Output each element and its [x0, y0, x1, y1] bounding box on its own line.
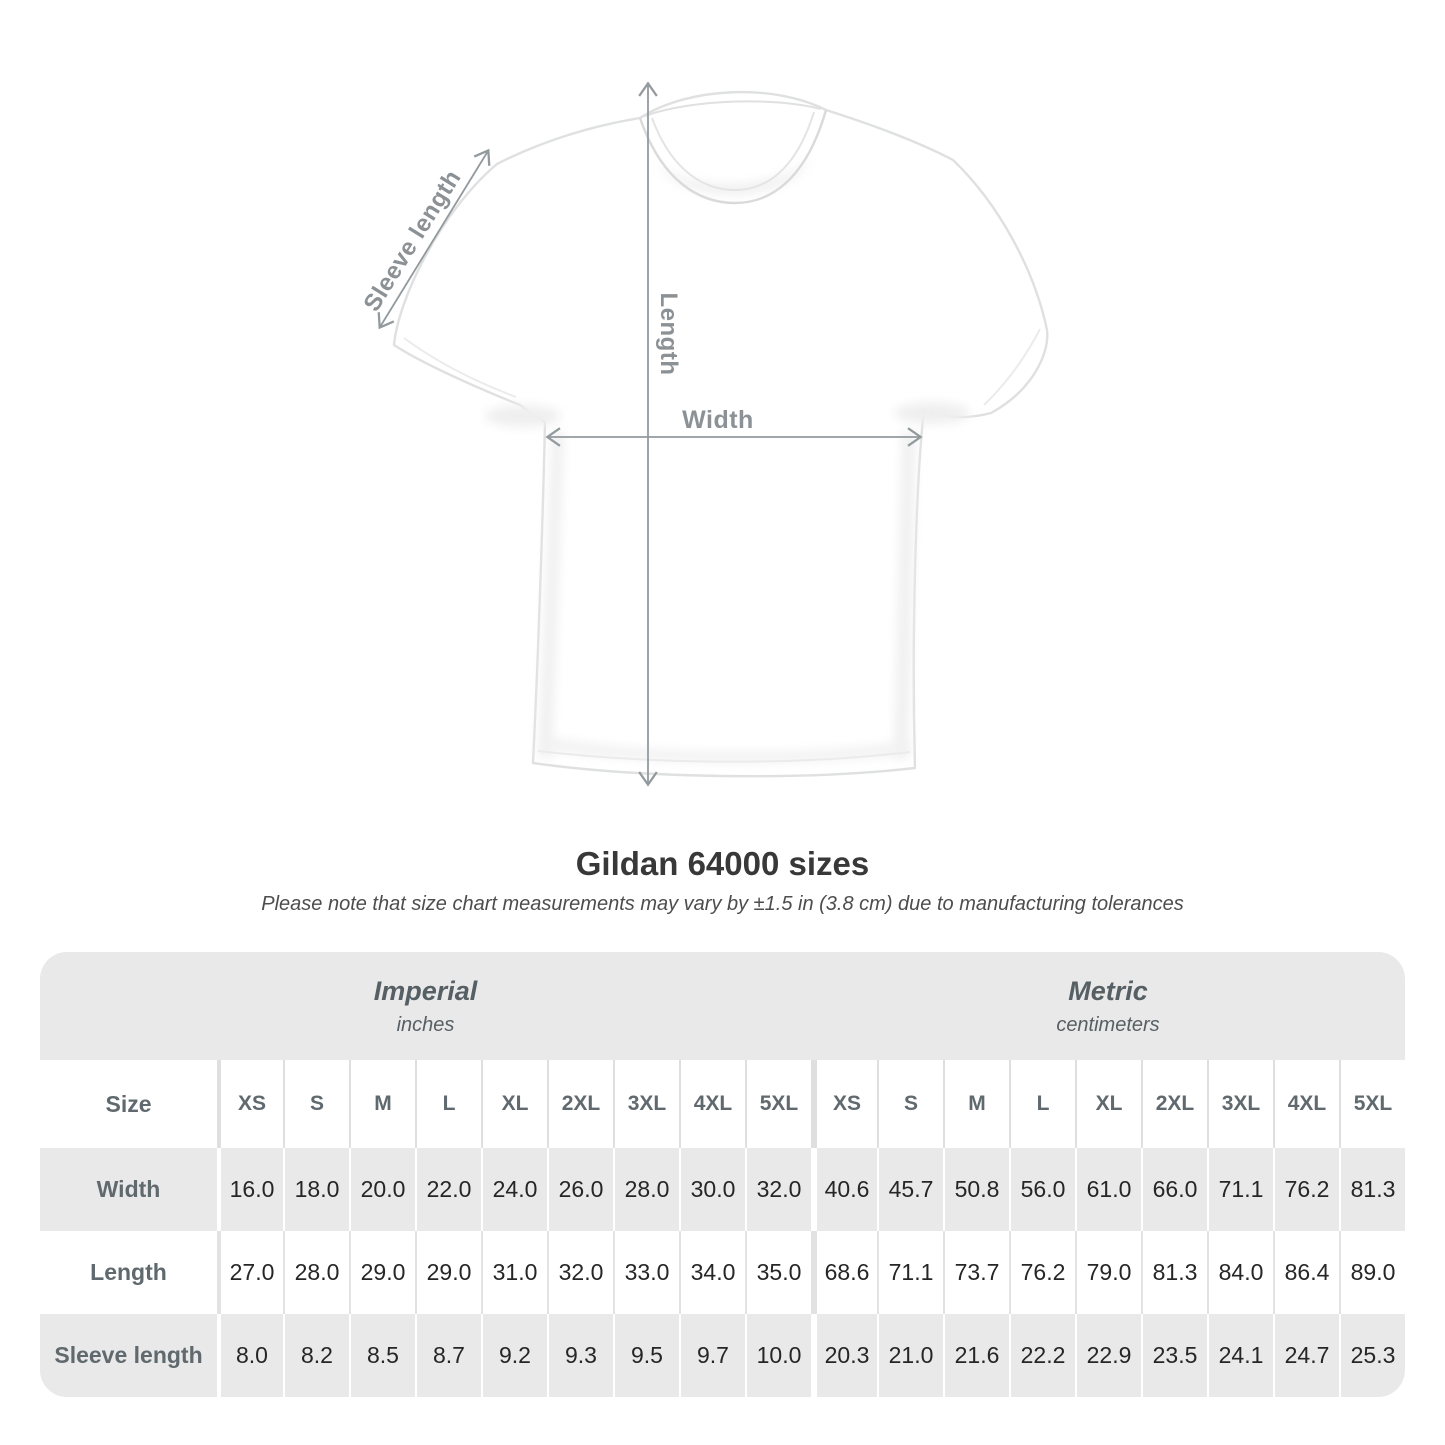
value-cell-sleeve-length-metric-2xl: 23.5	[1141, 1314, 1207, 1397]
value-cell-width-imperial-xl: 24.0	[481, 1148, 547, 1231]
value-cell-sleeve-length-metric-3xl: 24.1	[1207, 1314, 1273, 1397]
value-cell-sleeve-length-imperial-5xl: 10.0	[745, 1314, 811, 1397]
size-header-imperial-5xl: 5XL	[745, 1060, 811, 1148]
section-unit: inches	[396, 1013, 455, 1036]
value-cell-width-imperial-xs: 16.0	[217, 1148, 283, 1231]
size-header-metric-4xl: 4XL	[1273, 1060, 1339, 1148]
value-cell-width-imperial-2xl: 26.0	[547, 1148, 613, 1231]
value-cell-length-imperial-l: 29.0	[415, 1231, 481, 1314]
size-table: Imperial inches Metric centimeters Size XS S M L…	[40, 952, 1405, 1397]
value-cell-width-imperial-m: 20.0	[349, 1148, 415, 1231]
value-cell-length-metric-s: 71.1	[877, 1231, 943, 1314]
value-cell-sleeve-length-imperial-3xl: 9.5	[613, 1314, 679, 1397]
value-cell-sleeve-length-metric-m: 21.6	[943, 1314, 1009, 1397]
size-header-metric-s: S	[877, 1060, 943, 1148]
value-cell-width-imperial-l: 22.0	[415, 1148, 481, 1231]
value-cell-sleeve-length-metric-5xl: 25.3	[1339, 1314, 1405, 1397]
value-cell-width-metric-xl: 61.0	[1075, 1148, 1141, 1231]
size-header-imperial-s: S	[283, 1060, 349, 1148]
section-name: Imperial	[373, 975, 478, 1006]
value-cell-sleeve-length-metric-xs: 20.3	[811, 1314, 877, 1397]
measurement-arrows	[377, 81, 923, 787]
value-cell-length-imperial-s: 28.0	[283, 1231, 349, 1314]
value-cell-width-imperial-3xl: 28.0	[613, 1148, 679, 1231]
sleeve-length-arrow	[377, 148, 491, 330]
value-cell-sleeve-length-metric-l: 22.2	[1009, 1314, 1075, 1397]
value-cell-sleeve-length-metric-s: 21.0	[877, 1314, 943, 1397]
value-cell-length-imperial-xs: 27.0	[217, 1231, 283, 1314]
value-cell-width-imperial-s: 18.0	[283, 1148, 349, 1231]
value-cell-length-imperial-xl: 31.0	[481, 1231, 547, 1314]
value-cell-length-imperial-m: 29.0	[349, 1231, 415, 1314]
size-header-imperial-m: M	[349, 1060, 415, 1148]
section-name: Metric	[1068, 975, 1148, 1006]
value-cell-width-metric-s: 45.7	[877, 1148, 943, 1231]
size-header-imperial-3xl: 3XL	[613, 1060, 679, 1148]
tshirt-shading	[485, 155, 970, 763]
section-header-imperial: Imperial inches	[40, 952, 811, 1060]
tshirt-outline	[392, 90, 1049, 778]
value-cell-width-metric-m: 50.8	[943, 1148, 1009, 1231]
value-cell-sleeve-length-imperial-l: 8.7	[415, 1314, 481, 1397]
value-cell-width-metric-l: 56.0	[1009, 1148, 1075, 1231]
section-header-metric: Metric centimeters	[811, 952, 1405, 1060]
row-label-sleeve-length: Sleeve length	[40, 1314, 217, 1397]
size-header-imperial-4xl: 4XL	[679, 1060, 745, 1148]
size-header-metric-5xl: 5XL	[1339, 1060, 1405, 1148]
section-unit: centimeters	[1056, 1013, 1160, 1036]
row-label-length: Length	[40, 1231, 217, 1314]
tolerance-note: Please note that size chart measurements…	[261, 893, 1184, 915]
value-cell-sleeve-length-metric-4xl: 24.7	[1273, 1314, 1339, 1397]
value-cell-sleeve-length-imperial-4xl: 9.7	[679, 1314, 745, 1397]
size-header-imperial-xl: XL	[481, 1060, 547, 1148]
value-cell-width-imperial-5xl: 32.0	[745, 1148, 811, 1231]
size-header-imperial-2xl: 2XL	[547, 1060, 613, 1148]
size-header-metric-3xl: 3XL	[1207, 1060, 1273, 1148]
value-cell-length-imperial-5xl: 35.0	[745, 1231, 811, 1314]
value-cell-length-metric-xl: 79.0	[1075, 1231, 1141, 1314]
value-cell-length-metric-xs: 68.6	[811, 1231, 877, 1314]
value-cell-width-metric-4xl: 76.2	[1273, 1148, 1339, 1231]
size-header-metric-m: M	[943, 1060, 1009, 1148]
value-cell-width-metric-2xl: 66.0	[1141, 1148, 1207, 1231]
size-header-metric-2xl: 2XL	[1141, 1060, 1207, 1148]
value-cell-width-metric-3xl: 71.1	[1207, 1148, 1273, 1231]
tshirt-diagram	[377, 81, 1049, 787]
size-header-metric-xl: XL	[1075, 1060, 1141, 1148]
size-header-metric-xs: XS	[811, 1060, 877, 1148]
value-cell-sleeve-length-imperial-m: 8.5	[349, 1314, 415, 1397]
value-cell-sleeve-length-imperial-xs: 8.0	[217, 1314, 283, 1397]
value-cell-width-metric-5xl: 81.3	[1339, 1148, 1405, 1231]
value-cell-length-metric-4xl: 86.4	[1273, 1231, 1339, 1314]
value-cell-sleeve-length-imperial-xl: 9.2	[481, 1314, 547, 1397]
value-cell-length-imperial-4xl: 34.0	[679, 1231, 745, 1314]
value-cell-length-imperial-2xl: 32.0	[547, 1231, 613, 1314]
value-cell-length-metric-m: 73.7	[943, 1231, 1009, 1314]
value-cell-length-metric-5xl: 89.0	[1339, 1231, 1405, 1314]
tshirt-collar	[638, 100, 828, 205]
value-cell-sleeve-length-imperial-2xl: 9.3	[547, 1314, 613, 1397]
value-cell-width-metric-xs: 40.6	[811, 1148, 877, 1231]
size-column-header: Size	[40, 1060, 217, 1148]
value-cell-length-metric-3xl: 84.0	[1207, 1231, 1273, 1314]
size-header-imperial-xs: XS	[217, 1060, 283, 1148]
page-title: Gildan 64000 sizes	[575, 845, 870, 882]
value-cell-sleeve-length-imperial-s: 8.2	[283, 1314, 349, 1397]
value-cell-width-imperial-4xl: 30.0	[679, 1148, 745, 1231]
value-cell-length-metric-l: 76.2	[1009, 1231, 1075, 1314]
value-cell-length-imperial-3xl: 33.0	[613, 1231, 679, 1314]
row-label-width: Width	[40, 1148, 217, 1231]
size-header-imperial-l: L	[415, 1060, 481, 1148]
tshirt-stitching	[403, 328, 1041, 763]
value-cell-length-metric-2xl: 81.3	[1141, 1231, 1207, 1314]
size-header-metric-l: L	[1009, 1060, 1075, 1148]
value-cell-sleeve-length-metric-xl: 22.9	[1075, 1314, 1141, 1397]
